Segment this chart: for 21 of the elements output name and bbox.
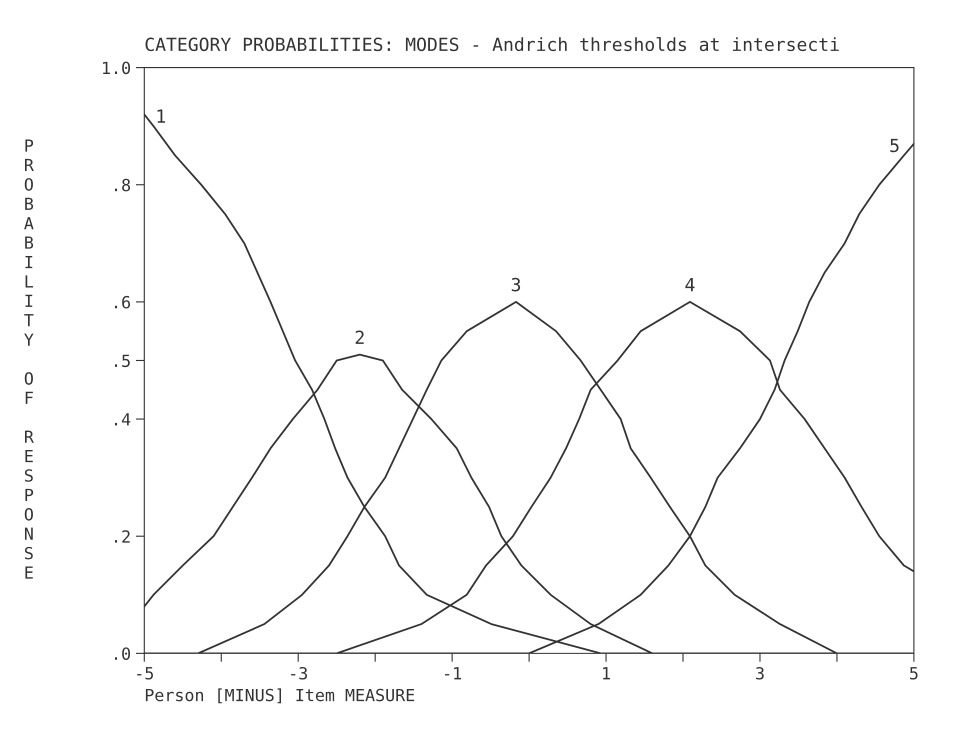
series-label: 2 xyxy=(356,330,364,344)
y-tick-label: .0 xyxy=(115,647,130,660)
series-label: 1 xyxy=(158,110,166,123)
y-tick-label: .2 xyxy=(115,530,130,543)
x-tick-label: 3 xyxy=(756,666,764,680)
y-tick-label: .4 xyxy=(115,413,130,426)
chart-title: CATEGORY PROBABILITIES: MODES - Andrich thresholds at intersecti xyxy=(146,37,839,52)
x-tick-label: -1 xyxy=(445,667,462,680)
series-label: 5 xyxy=(890,138,899,152)
x-tick-label: -5 xyxy=(137,667,153,680)
x-tick-label: -3 xyxy=(291,666,307,680)
text: PROBABILITY OF RESPONSE xyxy=(24,139,34,579)
series-label: 4 xyxy=(685,278,695,292)
y-tick-label: 1.0 xyxy=(103,62,130,74)
x-axis-title: Person [MINUS] Item MEASURE xyxy=(146,688,414,704)
y-tick-label: .6 xyxy=(115,296,130,309)
series-label: 3 xyxy=(512,278,520,292)
y-tick-label: .5 xyxy=(115,354,130,368)
x-tick-label: 5 xyxy=(910,667,918,680)
x-tick-label: 1 xyxy=(603,667,610,680)
y-tick-label: .8 xyxy=(115,178,130,192)
